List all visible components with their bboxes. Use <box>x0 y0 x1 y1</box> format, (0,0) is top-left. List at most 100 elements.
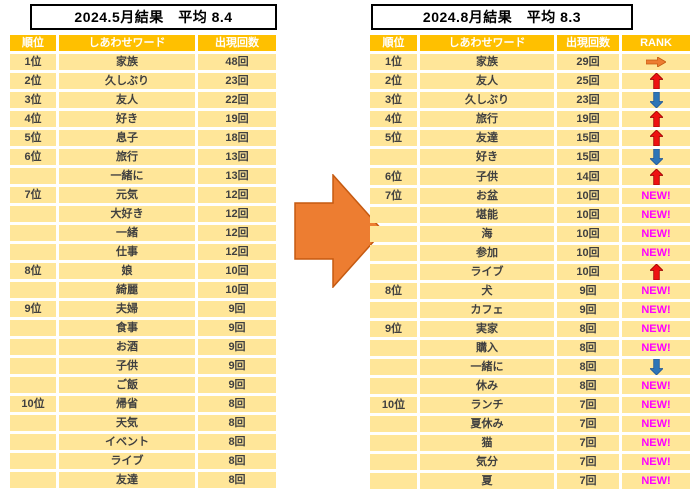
column-header-rank: 順位 <box>10 35 56 51</box>
table-row: 4位 旅行 19回 <box>370 111 690 128</box>
rank-cell <box>370 339 417 356</box>
word-cell: 夏休み <box>420 415 554 432</box>
rank-change-cell: NEW! <box>622 339 690 356</box>
word-cell: 休み <box>420 377 554 394</box>
column-header-count: 出現回数 <box>198 35 276 51</box>
rank-change-cell <box>622 92 690 109</box>
column-header-word: しあわせワード <box>420 35 554 51</box>
august-table-body: 1位 家族 29回 2位 友人 25回 3位 久しぶり 23回 4位 旅行 19回 5位 友達 15回 好き 1… <box>370 54 690 489</box>
rank-change-cell <box>622 111 690 128</box>
rank-cell: 10位 <box>10 396 56 412</box>
word-cell: 旅行 <box>59 149 195 165</box>
rank-change-cell <box>622 149 690 166</box>
count-cell: 13回 <box>198 168 276 184</box>
count-cell: 29回 <box>557 54 619 70</box>
table-row: 7位 元気 12回 <box>10 187 276 203</box>
table-row: 購入 8回 NEW! <box>370 339 690 356</box>
count-cell: 9回 <box>198 339 276 355</box>
word-cell: 友達 <box>420 130 554 147</box>
rank-cell: 4位 <box>370 111 417 128</box>
rank-cell: 3位 <box>370 92 417 109</box>
new-badge: NEW! <box>641 398 671 411</box>
new-badge: NEW! <box>641 341 671 354</box>
rank-cell: 2位 <box>370 73 417 90</box>
rank-change-cell: NEW! <box>622 453 690 470</box>
word-cell: 食事 <box>59 320 195 336</box>
header-row: 順位 しあわせワード 出現回数 <box>10 35 276 51</box>
word-cell: 海 <box>420 225 554 242</box>
may-table-body: 1位 家族 48回 2位 久しぶり 23回 3位 友人 22回 4位 好き 19回 5位 息子 18回 6位旅… <box>10 54 276 488</box>
table-row: 2位 久しぶり 23回 <box>10 73 276 89</box>
rank-cell: 5位 <box>10 130 56 146</box>
word-cell: 一緒に <box>59 168 195 184</box>
count-cell: 19回 <box>198 111 276 127</box>
down-arrow-icon <box>649 358 663 375</box>
word-cell: 元気 <box>59 187 195 203</box>
up-arrow-icon <box>649 111 663 128</box>
table-row: 仕事 12回 <box>10 244 276 260</box>
table-row: 1位 家族 29回 <box>370 54 690 70</box>
table-row: 1位 家族 48回 <box>10 54 276 70</box>
table-row: 3位 久しぶり 23回 <box>370 92 690 109</box>
rank-cell <box>370 244 417 261</box>
count-cell: 9回 <box>198 320 276 336</box>
rank-cell: 3位 <box>10 92 56 108</box>
new-badge: NEW! <box>641 227 671 240</box>
count-cell: 12回 <box>198 187 276 203</box>
table-row: 綺麗 10回 <box>10 282 276 298</box>
count-cell: 48回 <box>198 54 276 70</box>
rank-change-cell: NEW! <box>622 472 690 489</box>
word-cell: カフェ <box>420 301 554 318</box>
word-cell: 家族 <box>420 54 554 70</box>
rank-cell <box>10 415 56 431</box>
word-cell: 実家 <box>420 320 554 337</box>
table-row: 5位 友達 15回 <box>370 130 690 147</box>
column-header-count: 出現回数 <box>557 35 619 51</box>
table-row: 5位 息子 18回 <box>10 130 276 146</box>
new-badge: NEW! <box>641 246 671 259</box>
count-cell: 23回 <box>198 73 276 89</box>
august-ranking-table: 順位 しあわせワード 出現回数 RANK 1位 家族 29回 2位 友人 25回 3位 久しぶ… <box>367 32 693 492</box>
count-cell: 10回 <box>557 225 619 242</box>
rank-change-cell <box>622 263 690 280</box>
table-row: 4位 好き 19回 <box>10 111 276 127</box>
count-cell: 19回 <box>557 111 619 128</box>
count-cell: 7回 <box>557 396 619 413</box>
rank-cell <box>10 225 56 241</box>
count-cell: 8回 <box>557 320 619 337</box>
word-cell: 旅行 <box>420 111 554 128</box>
rank-change-cell: NEW! <box>622 396 690 413</box>
down-arrow-icon <box>649 92 663 109</box>
count-cell: 8回 <box>557 377 619 394</box>
may-ranking-table: 順位 しあわせワード 出現回数 1位 家族 48回 2位 久しぶり 23回 3位 友人 22回 4… <box>7 32 279 491</box>
word-cell: 友人 <box>420 73 554 90</box>
table-row: 猫 7回 NEW! <box>370 434 690 451</box>
word-cell: 夫婦 <box>59 301 195 317</box>
word-cell: 仕事 <box>59 244 195 260</box>
rank-cell <box>370 377 417 394</box>
new-badge: NEW! <box>641 189 671 202</box>
word-cell: ご飯 <box>59 377 195 393</box>
word-cell: ランチ <box>420 396 554 413</box>
table-row: ライブ 10回 <box>370 263 690 280</box>
rank-change-cell: NEW! <box>622 187 690 204</box>
rank-cell <box>370 434 417 451</box>
word-cell: 子供 <box>420 168 554 185</box>
rank-cell <box>370 263 417 280</box>
count-cell: 18回 <box>198 130 276 146</box>
word-cell: 一緒に <box>420 358 554 375</box>
rank-cell <box>10 320 56 336</box>
count-cell: 9回 <box>198 377 276 393</box>
rank-cell: 6位 <box>370 168 417 185</box>
rank-cell <box>10 472 56 488</box>
word-cell: 一緒 <box>59 225 195 241</box>
table-row: 8位犬 9回 NEW! <box>370 282 690 299</box>
table-row: 9位 夫婦 9回 <box>10 301 276 317</box>
rank-change-cell: NEW! <box>622 320 690 337</box>
rank-change-cell: NEW! <box>622 282 690 299</box>
transition-right-arrow-icon <box>294 174 384 288</box>
table-row: 9位 実家 8回 NEW! <box>370 320 690 337</box>
word-cell: 犬 <box>420 282 554 299</box>
right-arrow-icon <box>646 57 666 68</box>
